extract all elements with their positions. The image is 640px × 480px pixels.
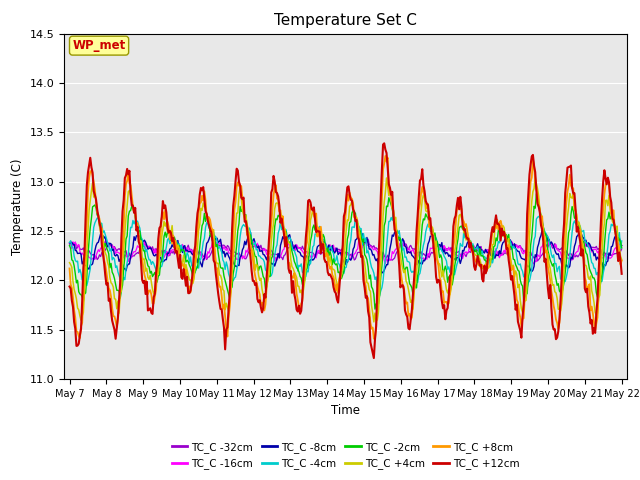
- TC_C +12cm: [66, 284, 74, 289]
- TC_C +4cm: [570, 192, 577, 197]
- TC_C -16cm: [530, 261, 538, 267]
- Title: Temperature Set C: Temperature Set C: [274, 13, 417, 28]
- TC_C -8cm: [237, 253, 245, 259]
- TC_C -8cm: [570, 251, 577, 257]
- TC_C -2cm: [66, 242, 74, 248]
- TC_C -16cm: [211, 236, 219, 242]
- TC_C +4cm: [472, 252, 480, 258]
- Line: TC_C -8cm: TC_C -8cm: [70, 230, 621, 273]
- TC_C -32cm: [618, 246, 625, 252]
- TC_C +4cm: [370, 319, 378, 325]
- Line: TC_C +8cm: TC_C +8cm: [70, 156, 621, 339]
- TC_C -2cm: [376, 293, 383, 299]
- TC_C -8cm: [66, 240, 74, 246]
- Text: WP_met: WP_met: [72, 39, 125, 52]
- TC_C -2cm: [570, 208, 577, 214]
- TC_C -16cm: [239, 256, 246, 262]
- TC_C +8cm: [403, 300, 411, 305]
- TC_C -16cm: [570, 253, 577, 259]
- TC_C -16cm: [403, 244, 410, 250]
- TC_C -32cm: [66, 243, 74, 249]
- Line: TC_C -2cm: TC_C -2cm: [70, 194, 621, 309]
- TC_C -8cm: [380, 270, 387, 276]
- TC_C -16cm: [66, 240, 74, 246]
- TC_C -32cm: [472, 247, 480, 253]
- TC_C +12cm: [618, 271, 625, 276]
- TC_C -8cm: [298, 253, 306, 259]
- TC_C +8cm: [298, 298, 306, 304]
- TC_C -32cm: [237, 253, 245, 259]
- TC_C -4cm: [66, 240, 74, 245]
- TC_C -2cm: [298, 281, 306, 287]
- Line: TC_C +12cm: TC_C +12cm: [70, 144, 621, 358]
- TC_C -4cm: [390, 208, 397, 214]
- TC_C +8cm: [570, 185, 577, 191]
- X-axis label: Time: Time: [331, 405, 360, 418]
- TC_C +4cm: [531, 174, 539, 180]
- TC_C +12cm: [237, 195, 245, 201]
- TC_C +8cm: [381, 153, 389, 159]
- TC_C -4cm: [403, 259, 411, 264]
- TC_C +8cm: [66, 265, 74, 271]
- TC_C +8cm: [376, 256, 383, 262]
- TC_C -4cm: [618, 238, 625, 244]
- TC_C -16cm: [472, 248, 480, 254]
- Y-axis label: Temperature (C): Temperature (C): [11, 158, 24, 255]
- Line: TC_C -32cm: TC_C -32cm: [70, 239, 621, 261]
- TC_C -2cm: [532, 191, 540, 197]
- TC_C -4cm: [570, 221, 577, 227]
- TC_C -8cm: [403, 244, 410, 250]
- TC_C -8cm: [472, 244, 480, 250]
- TC_C +8cm: [371, 336, 379, 342]
- TC_C +12cm: [403, 314, 411, 320]
- TC_C +12cm: [376, 230, 383, 236]
- Legend: TC_C -32cm, TC_C -16cm, TC_C -8cm, TC_C -4cm, TC_C -2cm, TC_C +4cm, TC_C +8cm, T: TC_C -32cm, TC_C -16cm, TC_C -8cm, TC_C …: [168, 438, 524, 473]
- TC_C -32cm: [570, 256, 577, 262]
- TC_C +4cm: [376, 288, 383, 293]
- TC_C -4cm: [376, 293, 383, 299]
- Line: TC_C -16cm: TC_C -16cm: [70, 239, 621, 264]
- TC_C +8cm: [618, 258, 625, 264]
- TC_C -2cm: [403, 264, 410, 270]
- TC_C +12cm: [380, 141, 388, 146]
- TC_C -32cm: [376, 248, 383, 254]
- TC_C +12cm: [298, 295, 306, 300]
- TC_C +12cm: [570, 191, 577, 196]
- Line: TC_C +4cm: TC_C +4cm: [70, 177, 621, 322]
- TC_C -16cm: [618, 243, 625, 249]
- TC_C +8cm: [474, 260, 481, 265]
- TC_C -32cm: [534, 258, 541, 264]
- TC_C +12cm: [370, 355, 378, 361]
- TC_C -2cm: [371, 306, 379, 312]
- TC_C +12cm: [474, 253, 481, 259]
- TC_C -32cm: [298, 243, 306, 249]
- TC_C +4cm: [403, 278, 410, 284]
- TC_C -2cm: [472, 247, 480, 253]
- TC_C -2cm: [618, 245, 625, 251]
- TC_C -16cm: [300, 250, 307, 256]
- TC_C +4cm: [618, 257, 625, 263]
- TC_C -2cm: [237, 208, 245, 214]
- TC_C -8cm: [618, 243, 625, 249]
- TC_C +4cm: [298, 292, 306, 298]
- TC_C -4cm: [237, 226, 245, 232]
- TC_C -4cm: [474, 243, 481, 249]
- TC_C +8cm: [237, 183, 245, 189]
- TC_C +4cm: [66, 260, 74, 265]
- TC_C -4cm: [374, 282, 382, 288]
- TC_C -16cm: [376, 250, 383, 256]
- TC_C -32cm: [364, 236, 372, 242]
- Line: TC_C -4cm: TC_C -4cm: [70, 211, 621, 296]
- TC_C -8cm: [538, 227, 546, 233]
- TC_C -4cm: [298, 269, 306, 275]
- TC_C +4cm: [237, 194, 245, 200]
- TC_C -8cm: [374, 265, 382, 271]
- TC_C -32cm: [403, 241, 410, 247]
